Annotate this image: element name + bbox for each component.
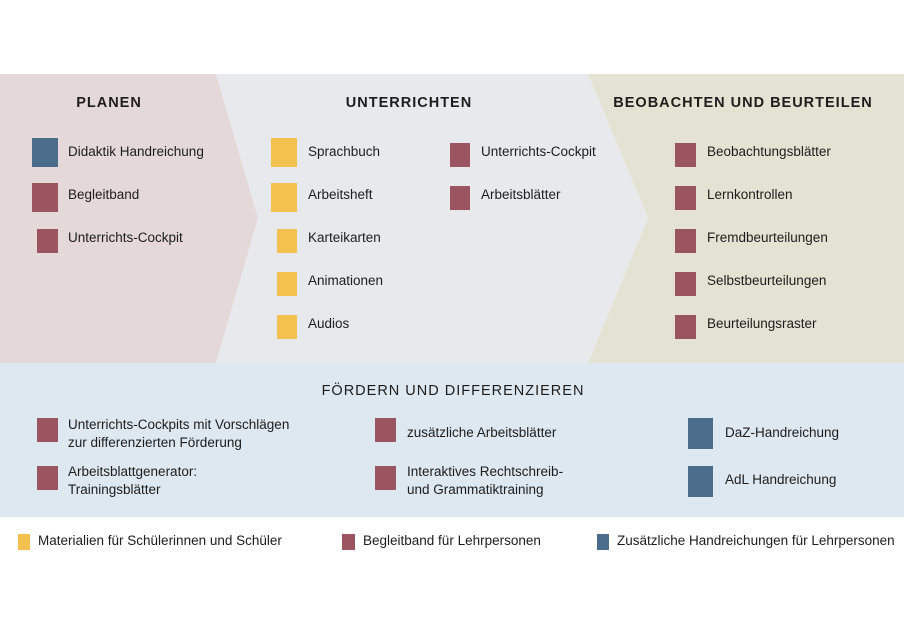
companion-marker bbox=[675, 272, 696, 296]
line: Arbeitsblattgenerator: bbox=[68, 464, 198, 479]
companion-marker bbox=[375, 466, 396, 490]
companion-marker bbox=[375, 418, 396, 442]
teacher-handout-marker bbox=[688, 418, 713, 449]
legend-swatch-yellow bbox=[18, 534, 30, 550]
student-material-marker bbox=[277, 229, 297, 253]
beobachten-heading: BEOBACHTEN UND BEURTEILEN bbox=[613, 95, 873, 111]
student-material-marker bbox=[277, 272, 297, 296]
unterrichten-heading: UNTERRICHTEN bbox=[345, 95, 473, 111]
student-material-marker bbox=[271, 183, 297, 212]
unterrichten-item: Sprachbuch bbox=[308, 144, 381, 159]
companion-marker bbox=[675, 229, 696, 253]
unterrichten-panel bbox=[216, 74, 648, 363]
line: und Grammatiktraining bbox=[407, 482, 544, 497]
foerdern-item: zusätzliche Arbeitsblätter bbox=[407, 425, 557, 440]
foerdern-item: Arbeitsblattgenerator: Trainingsblätter bbox=[68, 463, 197, 499]
unterrichten-item: Karteikarten bbox=[308, 230, 381, 245]
companion-marker bbox=[37, 466, 58, 490]
companion-marker bbox=[450, 143, 470, 167]
unterrichten-item: Unterrichts-Cockpit bbox=[481, 144, 596, 159]
student-material-marker bbox=[277, 315, 297, 339]
companion-marker bbox=[675, 143, 696, 167]
planen-item: Unterrichts-Cockpit bbox=[68, 230, 183, 245]
unterrichten-item: Arbeitsheft bbox=[308, 187, 373, 202]
legend-swatch-red bbox=[342, 534, 355, 550]
companion-marker bbox=[37, 418, 58, 442]
companion-marker bbox=[450, 186, 470, 210]
line: zur differenzierten Förderung bbox=[68, 435, 242, 450]
companion-marker bbox=[675, 186, 696, 210]
legend-label: Materialien für Schülerinnen und Schüler bbox=[38, 533, 282, 548]
unterrichten-item: Animationen bbox=[308, 273, 384, 288]
planen-heading: PLANEN bbox=[76, 95, 142, 111]
beobachten-item: Selbstbeurteilungen bbox=[707, 273, 827, 288]
foerdern-item: Interaktives Rechtschreib-und Grammatikt… bbox=[407, 463, 563, 499]
companion-marker bbox=[37, 229, 58, 253]
companion-marker bbox=[675, 315, 696, 339]
foerdern-panel bbox=[0, 363, 904, 517]
unterrichten-item: Audios bbox=[308, 316, 350, 331]
teacher-handout-marker bbox=[32, 138, 58, 167]
line: Interaktives Rechtschreib- bbox=[407, 464, 564, 479]
planen-item: Didaktik Handreichung bbox=[68, 144, 204, 159]
student-material-marker bbox=[271, 138, 297, 167]
unterrichten-item: Arbeitsblätter bbox=[481, 187, 561, 202]
teacher-handout-marker bbox=[688, 466, 713, 497]
line: Unterrichts-Cockpits mit Vorschlägen bbox=[68, 417, 290, 432]
beobachten-item: Beurteilungsraster bbox=[707, 316, 817, 331]
beobachten-item: Fremdbeurteilungen bbox=[707, 230, 828, 245]
legend-label: Zusätzliche Handreichungen für Lehrperso… bbox=[617, 533, 895, 548]
beobachten-panel bbox=[588, 74, 904, 363]
foerdern-item: Unterrichts-Cockpits mit Vorschlägen zur … bbox=[68, 416, 289, 452]
line: Trainingsblätter bbox=[68, 482, 161, 497]
beobachten-item: Lernkontrollen bbox=[707, 187, 793, 202]
foerdern-heading: FÖRDERN UND DIFFERENZIEREN bbox=[321, 383, 585, 399]
planen-panel bbox=[0, 74, 258, 363]
planen-item: Begleitband bbox=[68, 187, 140, 202]
legend-swatch-blue bbox=[597, 534, 609, 550]
companion-marker bbox=[32, 183, 58, 212]
legend-label: Begleitband für Lehrpersonen bbox=[363, 533, 541, 548]
beobachten-item: Beobachtungsblätter bbox=[707, 144, 831, 159]
foerdern-item: AdL Handreichung bbox=[725, 472, 837, 487]
foerdern-item: DaZ-Handreichung bbox=[725, 425, 840, 440]
